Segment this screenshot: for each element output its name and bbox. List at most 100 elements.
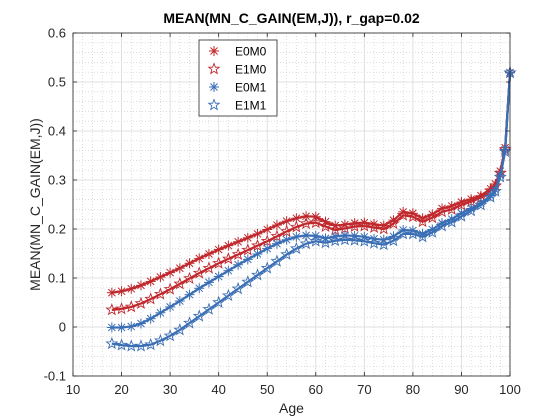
axes-frame xyxy=(72,32,511,377)
point-E0M0 xyxy=(281,216,292,227)
point-E0M1 xyxy=(184,289,195,300)
point-E1M0 xyxy=(299,216,313,230)
point-E1M0 xyxy=(192,266,206,279)
point-E1M0 xyxy=(377,222,391,235)
point-E1M0 xyxy=(134,296,148,309)
point-E0M1 xyxy=(106,322,117,333)
point-E0M1 xyxy=(174,296,185,307)
point-E1M1 xyxy=(425,225,439,238)
asterisk-stroke xyxy=(282,217,291,226)
point-E1M0 xyxy=(183,271,196,284)
point-E0M0 xyxy=(242,232,253,243)
asterisk-stroke xyxy=(273,239,281,248)
asterisk-stroke xyxy=(253,250,262,258)
x-tick-label: 100 xyxy=(499,382,521,397)
point-E1M0 xyxy=(153,287,167,300)
asterisk-stroke xyxy=(302,212,310,221)
asterisk-stroke xyxy=(350,219,359,228)
point-E1M0 xyxy=(144,292,158,305)
point-E1M0 xyxy=(289,220,303,233)
minor-grid xyxy=(73,33,510,376)
point-E1M1 xyxy=(221,288,235,302)
point-E0M1 xyxy=(135,318,146,329)
asterisk-stroke xyxy=(224,266,233,275)
point-E0M1 xyxy=(291,231,302,242)
asterisk-stroke xyxy=(195,254,204,263)
y-axis-title: MEAN(MN_C_GAIN(EM,J)) xyxy=(27,118,43,291)
x-tick-label: 70 xyxy=(357,382,371,397)
y-tick-label: 0.3 xyxy=(48,173,66,188)
asterisk-stroke xyxy=(205,278,213,287)
point-E0M0 xyxy=(213,244,224,255)
point-E0M1 xyxy=(203,277,214,288)
point-E1M1 xyxy=(493,170,507,183)
point-E1M1 xyxy=(484,190,498,203)
point-E0M0 xyxy=(252,228,263,239)
legend-item-E0M0: E0M0 xyxy=(209,45,267,59)
asterisk-stroke xyxy=(214,272,223,281)
legend: E0M0 E1M0 E0M1 E1M1 xyxy=(198,39,278,117)
series-line-E1M1 xyxy=(111,72,512,348)
series-layer xyxy=(105,65,517,352)
point-E1M1 xyxy=(387,233,400,247)
point-E1M1 xyxy=(280,247,294,260)
asterisk-stroke xyxy=(360,218,369,227)
asterisk-stroke xyxy=(127,322,136,331)
point-E1M0 xyxy=(221,252,235,265)
point-E0M1 xyxy=(145,313,156,324)
asterisk-stroke xyxy=(447,202,456,210)
tick-labels: 10 20 30 40 50 60 70 80 90 100 -0.1 0 0.1 0.2 0.3 0.4 0.… xyxy=(44,26,521,398)
point-E0M1 xyxy=(126,321,137,332)
point-E1M1 xyxy=(251,268,264,281)
asterisk-stroke xyxy=(467,204,476,213)
point-E1M0 xyxy=(105,303,119,316)
point-E1M0 xyxy=(163,282,177,295)
point-E1M1 xyxy=(498,144,512,158)
asterisk-stroke xyxy=(107,323,116,332)
asterisk-stroke xyxy=(438,204,446,213)
series-E1M1 xyxy=(105,65,517,352)
point-E0M0 xyxy=(291,213,302,224)
point-E1M0 xyxy=(270,229,284,242)
point-E0M1 xyxy=(233,259,244,270)
point-E1M1 xyxy=(153,333,167,347)
point-E1M1 xyxy=(134,339,148,352)
legend-marker-E0M1 xyxy=(209,82,219,92)
asterisk-stroke xyxy=(107,288,116,297)
legend-label-E1M0: E1M0 xyxy=(235,63,267,77)
asterisk-stroke xyxy=(175,297,184,305)
point-E0M0 xyxy=(301,211,312,222)
point-E1M1 xyxy=(367,236,381,249)
point-E0M1 xyxy=(155,307,166,318)
x-tick-label: 50 xyxy=(260,382,274,397)
y-tick-label: 0 xyxy=(59,320,66,335)
point-E0M0 xyxy=(106,287,117,298)
point-E1M0 xyxy=(406,209,420,223)
asterisk-stroke xyxy=(137,281,145,290)
point-E0M0 xyxy=(135,280,146,291)
point-E0M0 xyxy=(145,276,156,287)
point-E1M0 xyxy=(231,247,245,260)
point-E0M0 xyxy=(233,236,244,247)
point-E1M1 xyxy=(464,204,478,217)
point-E0M1 xyxy=(262,243,273,254)
asterisk-stroke xyxy=(166,303,175,311)
asterisk-stroke xyxy=(175,264,184,273)
point-E1M0 xyxy=(435,205,449,218)
point-E0M0 xyxy=(262,224,273,235)
asterisk-stroke xyxy=(428,225,437,234)
asterisk-stroke xyxy=(146,314,155,323)
point-E0M0 xyxy=(165,267,176,278)
point-E1M1 xyxy=(377,237,391,251)
point-E1M0 xyxy=(367,220,381,234)
legend-item-E1M0: E1M0 xyxy=(207,62,267,77)
asterisk-stroke xyxy=(156,273,165,281)
point-E1M1 xyxy=(445,215,459,228)
point-E0M0 xyxy=(223,240,234,251)
point-E1M1 xyxy=(348,233,362,246)
asterisk-stroke xyxy=(399,207,408,216)
asterisk-stroke xyxy=(127,284,136,293)
asterisk-stroke xyxy=(389,216,398,225)
asterisk-stroke xyxy=(210,83,218,91)
legend-marker-E1M0 xyxy=(207,62,221,75)
